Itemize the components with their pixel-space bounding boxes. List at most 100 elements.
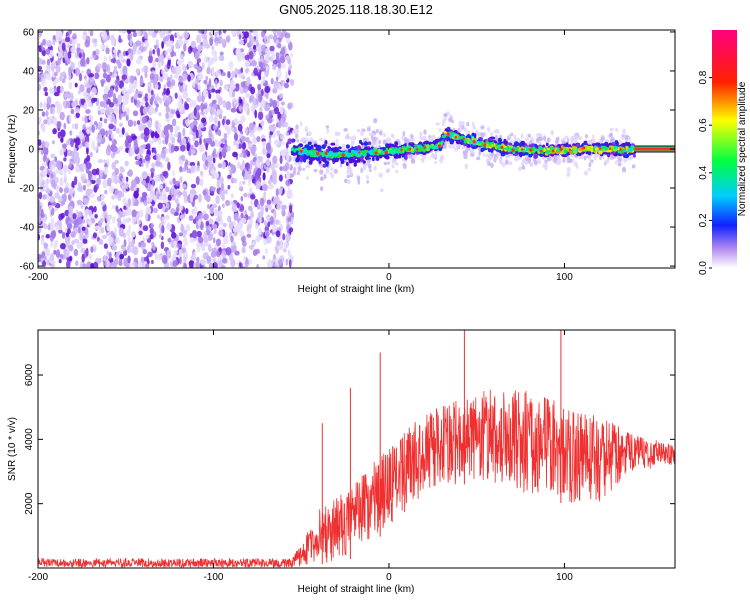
noise-dot <box>71 123 76 130</box>
noise-dot <box>72 42 76 47</box>
noise-dot <box>176 59 183 65</box>
signal-halo-dot <box>530 162 533 167</box>
signal-halo-dot <box>550 129 555 136</box>
noise-dot <box>263 191 267 198</box>
noise-dot <box>254 109 257 119</box>
noise-dot <box>170 186 176 195</box>
noise-dot <box>63 187 70 194</box>
noise-dot <box>176 243 182 248</box>
signal-band-dot <box>307 141 312 145</box>
noise-dot <box>215 195 220 205</box>
noise-dot <box>53 91 60 97</box>
signal-halo-dot <box>429 136 433 143</box>
signal-halo-dot <box>366 127 371 132</box>
noise-dot <box>82 34 87 41</box>
noise-dot <box>266 104 270 109</box>
signal-halo-dot <box>527 133 531 138</box>
signal-band-dot <box>545 142 549 147</box>
noise-dot <box>94 214 98 219</box>
noise-dot <box>147 94 152 100</box>
noise-dot <box>50 62 55 72</box>
noise-dot <box>215 69 221 77</box>
signal-halo-dot <box>448 117 452 123</box>
noise-dot <box>139 77 144 86</box>
noise-dot <box>178 232 183 237</box>
noise-dot <box>118 52 124 61</box>
noise-dot <box>72 213 77 220</box>
signal-band-dot <box>313 143 318 148</box>
noise-dot <box>42 194 48 200</box>
signal-halo-dot <box>466 121 470 127</box>
signal-band-dot <box>518 152 523 157</box>
noise-dot <box>122 177 127 183</box>
noise-dot <box>81 116 85 122</box>
noise-dot <box>68 244 74 252</box>
noise-dot <box>121 246 127 252</box>
noise-dot <box>262 255 266 260</box>
noise-dot <box>239 230 245 238</box>
noise-dot <box>272 155 278 165</box>
noise-dot <box>224 85 229 91</box>
noise-dot <box>143 179 146 187</box>
noise-dot <box>231 91 236 98</box>
noise-dot <box>207 233 213 241</box>
signal-band-dot <box>330 142 336 146</box>
signal-halo-dot <box>435 122 440 126</box>
noise-dot <box>52 117 58 126</box>
noise-dot <box>62 164 69 173</box>
noise-dot <box>282 248 287 253</box>
noise-dot <box>115 237 120 244</box>
noise-dot <box>77 186 83 192</box>
noise-dot <box>179 214 185 220</box>
noise-dot <box>76 42 81 49</box>
signal-halo-dot <box>333 168 338 174</box>
noise-dot <box>190 149 196 155</box>
noise-dot <box>141 46 147 52</box>
noise-dot <box>225 101 232 111</box>
noise-dot <box>92 146 98 151</box>
noise-dot <box>48 204 53 211</box>
noise-dot <box>197 44 203 52</box>
noise-dot <box>191 230 198 239</box>
signal-halo-dot <box>588 162 592 168</box>
noise-dot <box>154 252 158 261</box>
noise-dot <box>53 249 57 255</box>
signal-halo-dot <box>588 155 591 161</box>
noise-dot <box>282 233 286 241</box>
noise-dot <box>58 259 62 264</box>
noise-dot <box>275 188 279 197</box>
noise-dot <box>138 230 143 236</box>
noise-dot <box>133 93 139 99</box>
signal-halo-dot <box>571 158 575 163</box>
noise-dot <box>68 205 74 213</box>
noise-dot <box>97 110 101 115</box>
noise-dot <box>285 179 291 187</box>
signal-halo-dot <box>470 153 475 157</box>
signal-band-dot <box>383 155 389 159</box>
signal-band-dot <box>633 154 636 158</box>
noise-dot <box>200 102 205 112</box>
noise-dot <box>238 220 244 227</box>
noise-dot <box>221 243 226 249</box>
noise-dot <box>180 144 186 152</box>
signal-halo-dot <box>361 128 366 132</box>
noise-dot <box>93 72 100 80</box>
noise-dot <box>257 211 264 219</box>
signal-halo-dot <box>464 127 467 133</box>
noise-dot <box>74 82 78 88</box>
noise-dot <box>160 175 164 182</box>
noise-dot <box>52 201 57 207</box>
noise-dot <box>143 135 149 143</box>
noise-dot <box>117 61 122 69</box>
noise-dot <box>41 251 46 259</box>
signal-halo-dot <box>401 135 405 141</box>
noise-dot <box>248 47 254 53</box>
noise-dot <box>252 97 257 106</box>
noise-dot <box>43 183 49 189</box>
signal-halo-dot <box>378 139 381 145</box>
noise-dot <box>131 209 137 218</box>
noise-dot <box>285 131 290 136</box>
signal-halo-dot <box>380 188 384 193</box>
noise-dot <box>110 230 114 237</box>
noise-dot <box>289 259 292 268</box>
